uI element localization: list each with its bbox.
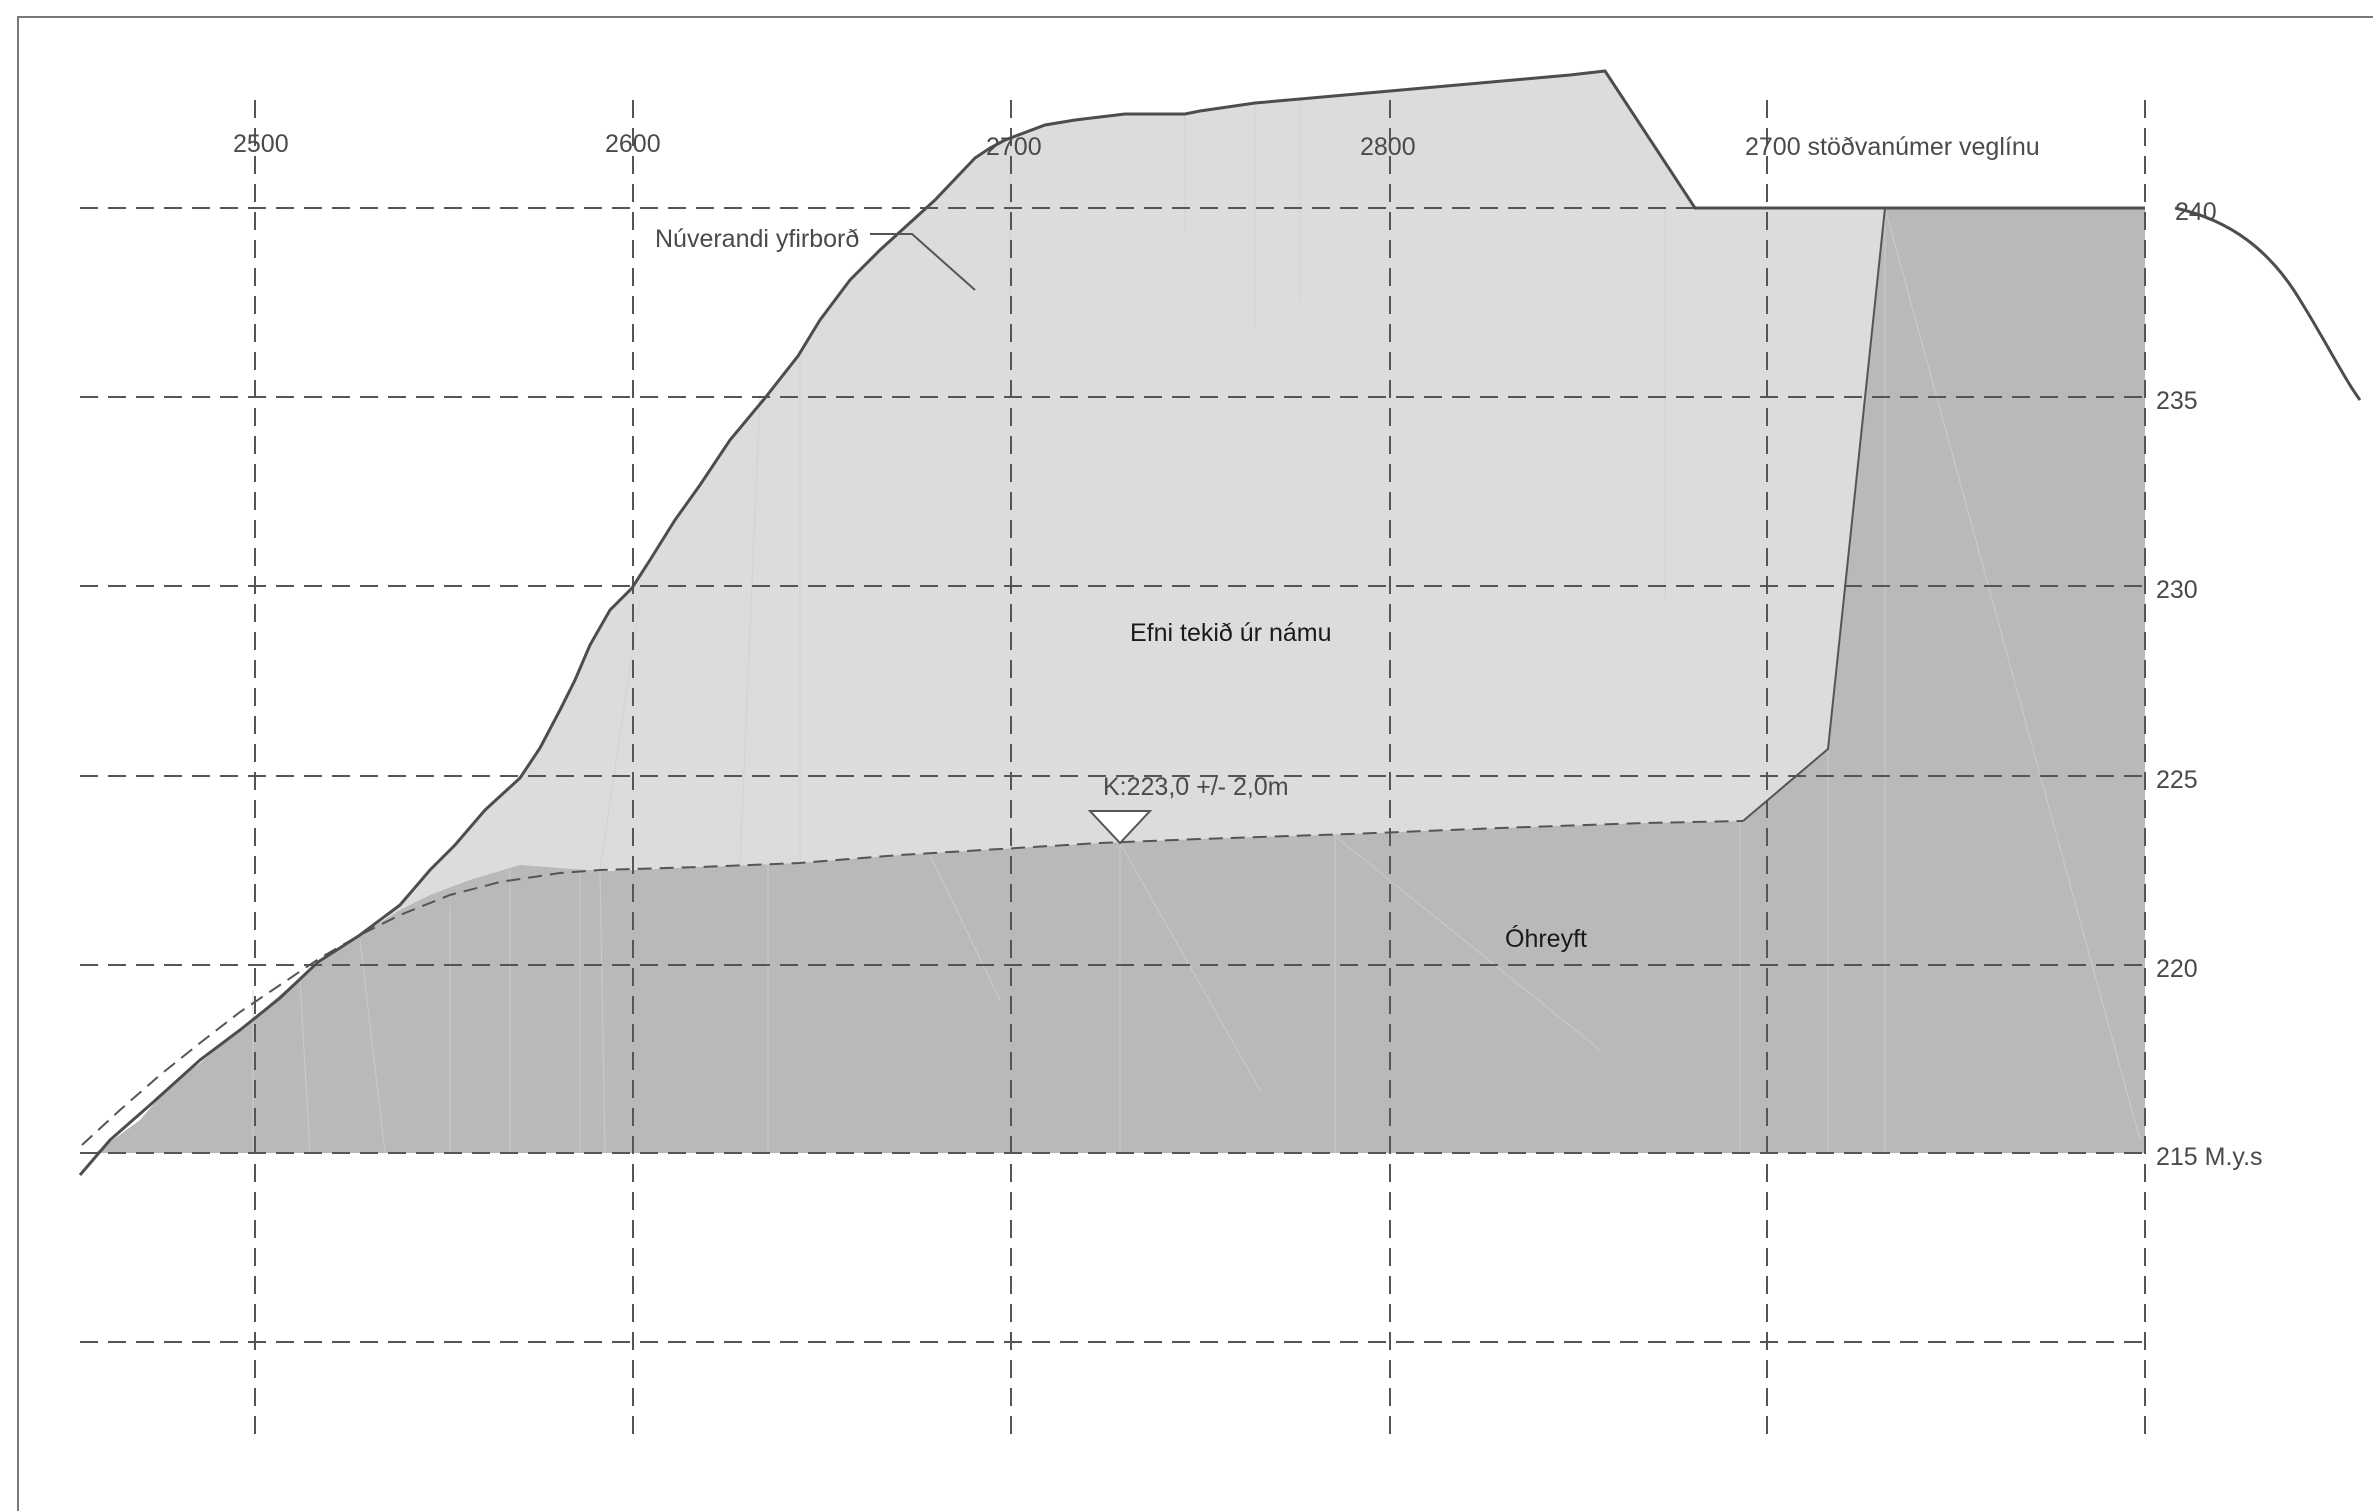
- surface-label: Núverandi yfirborð: [655, 225, 859, 253]
- excavation-floor-line: [81, 820, 1744, 1146]
- station-label-4: 2800: [1360, 133, 1416, 161]
- station-labels: 2500 2600 2700 2800 2700 stöðvanúmer veg…: [233, 130, 2040, 161]
- sheet-border: [17, 16, 2373, 1511]
- undisturbed-ground-area: [95, 208, 2145, 1153]
- cut-slope-line: [1742, 207, 1886, 822]
- elevation-label-240: 240: [2175, 198, 2217, 226]
- station-label-2: 2600: [605, 130, 661, 158]
- surface-continuation-curve: [2174, 206, 2362, 401]
- elevation-labels: 240 235 230 225 220 215 M.y.s: [2156, 198, 2263, 1171]
- surface-label-leader: [870, 233, 976, 291]
- elevation-label-220: 220: [2156, 955, 2198, 983]
- elevation-label-235: 235: [2156, 387, 2198, 415]
- undisturbed-label: Óhreyft: [1505, 924, 1587, 953]
- floor-level-marker-icon: [1087, 810, 1153, 845]
- station-label-5: 2700 stöðvanúmer veglínu: [1745, 133, 2040, 161]
- station-label-3: 2700: [986, 133, 1042, 161]
- excavated-label: Efni tekið úr námu: [1130, 619, 1332, 647]
- excavated-material-area: [318, 71, 1885, 985]
- station-label-1: 2500: [233, 130, 289, 158]
- floor-level-label: K:223,0 +/- 2,0m: [1103, 773, 1289, 801]
- elevation-label-225: 225: [2156, 766, 2198, 794]
- elevation-label-230: 230: [2156, 576, 2198, 604]
- existing-surface-line: [78, 69, 2145, 1176]
- elevation-label-215: 215 M.y.s: [2156, 1143, 2263, 1171]
